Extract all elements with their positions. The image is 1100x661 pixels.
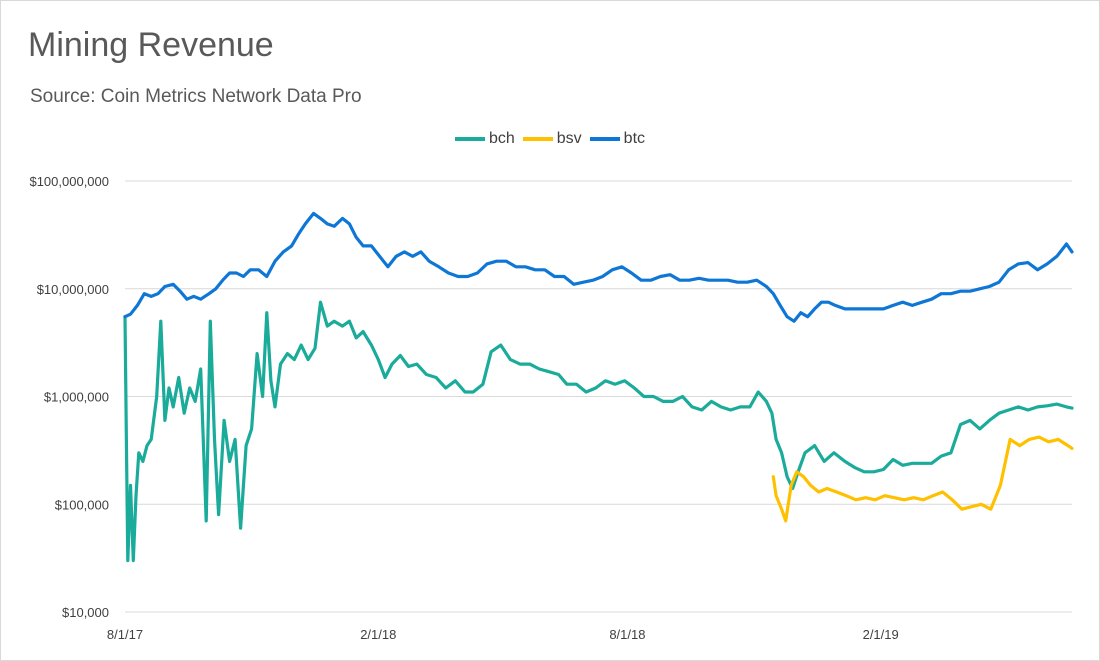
- legend-item-btc: btc: [589, 130, 646, 148]
- legend-swatch-btc: [589, 137, 620, 141]
- legend-label-bsv: bsv: [556, 130, 582, 147]
- x-tick-label: 2/1/19: [863, 627, 899, 642]
- y-tick-label: $100,000,000: [29, 174, 109, 189]
- legend-item-bsv: bsv: [522, 130, 582, 148]
- legend-label-bch: bch: [488, 130, 515, 147]
- chart-title: Mining Revenue: [28, 26, 274, 64]
- legend-item-bch: bch: [454, 130, 515, 148]
- x-tick-label: 8/1/18: [609, 627, 645, 642]
- y-tick-label: $10,000: [62, 605, 109, 620]
- series-line-bch: [123, 300, 1074, 563]
- y-tick-label: $1,000,000: [44, 390, 109, 405]
- chart-legend: bch bsv btc: [0, 130, 1100, 148]
- series-line-bsv: [771, 435, 1074, 523]
- series-line-btc: [123, 211, 1074, 323]
- x-tick-label: 2/1/18: [360, 627, 396, 642]
- chart-subtitle: Source: Coin Metrics Network Data Pro: [30, 86, 362, 107]
- y-tick-label: $100,000: [55, 497, 109, 512]
- legend-swatch-bch: [454, 137, 485, 141]
- x-tick-label: 8/1/17: [107, 627, 143, 642]
- legend-label-btc: btc: [623, 130, 646, 147]
- y-tick-label: $10,000,000: [37, 282, 109, 297]
- legend-swatch-bsv: [522, 137, 553, 141]
